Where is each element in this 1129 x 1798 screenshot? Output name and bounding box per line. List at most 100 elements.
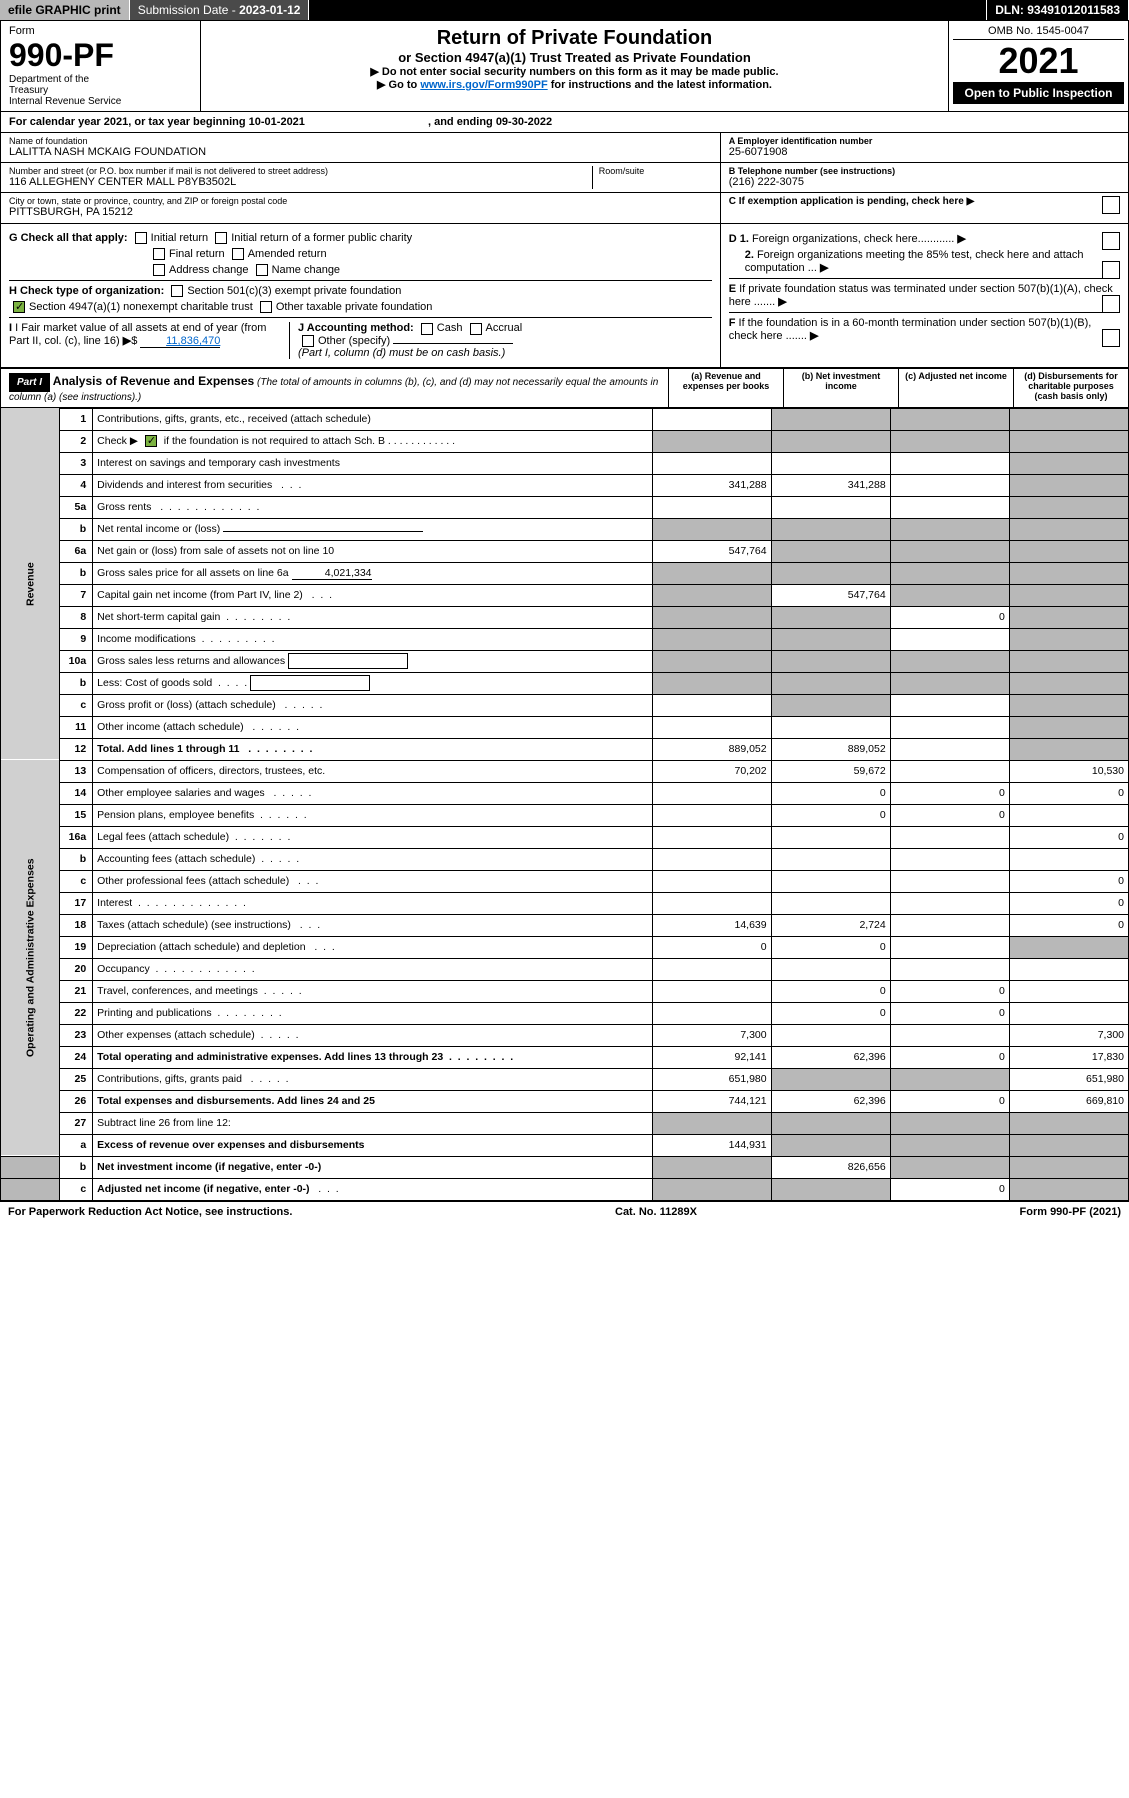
g-initial-checkbox[interactable]	[135, 232, 147, 244]
dln-value: 93491012011583	[1027, 3, 1120, 17]
val-a	[652, 650, 771, 672]
lineno: 8	[60, 606, 93, 628]
val-c	[890, 672, 1009, 694]
lineno: 7	[60, 584, 93, 606]
f-checkbox[interactable]	[1102, 329, 1120, 347]
c-checkbox[interactable]	[1102, 196, 1120, 214]
val-a	[652, 1002, 771, 1024]
linedesc: Capital gain net income (from Part IV, l…	[93, 584, 652, 606]
val-a: 7,300	[652, 1024, 771, 1046]
g-row-3: Address change Name change	[9, 264, 712, 276]
l8-text: Net short-term capital gain	[97, 611, 220, 623]
val-a	[652, 804, 771, 826]
line-8: 8 Net short-term capital gain . . . . . …	[1, 606, 1129, 628]
instr2-post: for instructions and the latest informat…	[548, 79, 772, 91]
l11-text: Other income (attach schedule)	[97, 721, 244, 733]
l4-text: Dividends and interest from securities	[97, 479, 272, 491]
dept-label: Department of theTreasuryInternal Revenu…	[9, 74, 192, 107]
irs-link[interactable]: www.irs.gov/Form990PF	[420, 79, 547, 91]
lineno: 3	[60, 452, 93, 474]
val-c	[890, 738, 1009, 760]
d1-checkbox[interactable]	[1102, 232, 1120, 250]
line-3: 3 Interest on savings and temporary cash…	[1, 452, 1129, 474]
g-address-checkbox[interactable]	[153, 264, 165, 276]
g-opt-0: Initial return	[151, 232, 208, 244]
d2-checkbox[interactable]	[1102, 261, 1120, 279]
lineno: b	[60, 518, 93, 540]
l7-text: Capital gain net income (from Part IV, l…	[97, 589, 303, 601]
linedesc: Net investment income (if negative, ente…	[93, 1156, 652, 1178]
val-c	[890, 650, 1009, 672]
g-initial-former-checkbox[interactable]	[215, 232, 227, 244]
j-other-checkbox[interactable]	[302, 335, 314, 347]
addr-label: Number and street (or P.O. box number if…	[9, 166, 592, 176]
val-c	[890, 562, 1009, 584]
g-name-checkbox[interactable]	[256, 264, 268, 276]
submission-date: Submission Date - 2023-01-12	[130, 0, 310, 20]
val-c	[890, 584, 1009, 606]
part1-table: Revenue 1 Contributions, gifts, grants, …	[0, 408, 1129, 1201]
l21-text: Travel, conferences, and meetings	[97, 985, 258, 997]
g-amended-checkbox[interactable]	[232, 248, 244, 260]
linedesc: Compensation of officers, directors, tru…	[93, 760, 652, 782]
header-center: Return of Private Foundation or Section …	[201, 21, 948, 111]
h-row: H Check type of organization: Section 50…	[9, 280, 712, 297]
l18-text: Taxes (attach schedule) (see instruction…	[97, 919, 291, 931]
lineno: 13	[60, 760, 93, 782]
g-opt-1: Initial return of a former public charit…	[231, 232, 412, 244]
h-other-checkbox[interactable]	[260, 301, 272, 313]
col-a-header: (a) Revenue and expenses per books	[668, 369, 783, 407]
val-c: 0	[890, 1178, 1009, 1200]
val-a	[652, 958, 771, 980]
l5b-input[interactable]	[223, 531, 423, 532]
l10a-box[interactable]	[288, 653, 408, 669]
city-row: City or town, state or province, country…	[1, 193, 720, 223]
line-10c: c Gross profit or (loss) (attach schedul…	[1, 694, 1129, 716]
j-note: (Part I, column (d) must be on cash basi…	[298, 347, 505, 359]
val-b	[771, 892, 890, 914]
val-a	[652, 496, 771, 518]
tax-year: 2021	[953, 40, 1124, 82]
j-cash-checkbox[interactable]	[421, 323, 433, 335]
val-c	[890, 1134, 1009, 1156]
val-a	[652, 826, 771, 848]
j-other-input[interactable]	[393, 343, 513, 344]
l10b-box[interactable]	[250, 675, 370, 691]
footer-left: For Paperwork Reduction Act Notice, see …	[8, 1206, 292, 1218]
val-d	[1009, 606, 1128, 628]
val-a	[652, 782, 771, 804]
i-value-link[interactable]: 11,836,470	[140, 335, 220, 348]
val-c: 0	[890, 606, 1009, 628]
arrow-icon: ▶	[957, 233, 965, 245]
g-final-checkbox[interactable]	[153, 248, 165, 260]
val-a	[652, 1112, 771, 1134]
j-opt-1: Accrual	[486, 322, 523, 334]
check-right: D 1. D 1. Foreign organizations, check h…	[720, 224, 1128, 367]
line-14: 14 Other employee salaries and wages . .…	[1, 782, 1129, 804]
e-checkbox[interactable]	[1102, 295, 1120, 313]
val-c	[890, 628, 1009, 650]
h-4947-checkbox[interactable]	[13, 301, 25, 313]
val-a: 547,764	[652, 540, 771, 562]
lineno: 19	[60, 936, 93, 958]
linedesc: Gross profit or (loss) (attach schedule)…	[93, 694, 652, 716]
val-b	[771, 606, 890, 628]
val-c	[890, 716, 1009, 738]
header-right: OMB No. 1545-0047 2021 Open to Public In…	[948, 21, 1128, 111]
val-b	[771, 628, 890, 650]
dln: DLN: 93491012011583	[987, 0, 1129, 20]
h-501c3-checkbox[interactable]	[171, 285, 183, 297]
val-b	[771, 408, 890, 430]
calyear-end: , and ending 09-30-2022	[428, 116, 552, 128]
j-accrual-checkbox[interactable]	[470, 323, 482, 335]
d2-row: 2. Foreign organizations meeting the 85%…	[729, 249, 1120, 274]
val-b	[771, 1068, 890, 1090]
line-21: 21 Travel, conferences, and meetings . .…	[1, 980, 1129, 1002]
linedesc: Pension plans, employee benefits . . . .…	[93, 804, 652, 826]
l2-pre: Check ▶	[97, 435, 138, 447]
val-d	[1009, 980, 1128, 1002]
part1-title: Analysis of Revenue and Expenses	[53, 374, 254, 388]
h-row-2: Section 4947(a)(1) nonexempt charitable …	[9, 301, 712, 313]
l2-checkbox[interactable]	[145, 435, 157, 447]
part1-title-cell: Part I Analysis of Revenue and Expenses …	[1, 369, 668, 407]
